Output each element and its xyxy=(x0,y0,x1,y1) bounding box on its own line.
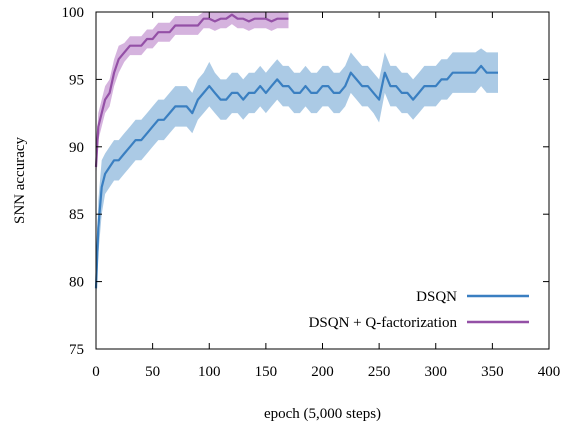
legend: DSQN DSQN + Q-factorization xyxy=(309,289,529,331)
x-tick-label: 100 xyxy=(198,364,221,380)
y-tick-label: 95 xyxy=(69,72,84,88)
x-tick-label: 150 xyxy=(255,364,278,380)
x-tick-label: 200 xyxy=(311,364,334,380)
x-tick-label: 300 xyxy=(425,364,448,380)
series-band-1 xyxy=(96,12,289,181)
y-tick-label: 100 xyxy=(62,5,85,21)
x-tick-label: 350 xyxy=(481,364,504,380)
x-tick-label: 0 xyxy=(92,364,100,380)
y-tick-label: 90 xyxy=(69,140,84,156)
y-tick-label: 75 xyxy=(69,342,84,358)
x-tick-label: 250 xyxy=(368,364,391,380)
series-line-0 xyxy=(94,64,498,289)
legend-label: DSQN + Q-factorization xyxy=(309,315,458,331)
series-line-1 xyxy=(94,13,289,168)
axis-ticks xyxy=(95,11,550,350)
series-band-0 xyxy=(96,48,498,302)
series-lines xyxy=(94,13,498,289)
y-tick-label: 80 xyxy=(69,275,84,291)
x-tick-label: 50 xyxy=(145,364,160,380)
legend-label: DSQN xyxy=(416,289,457,305)
y-tick-label: 85 xyxy=(69,207,84,223)
y-axis-title: SNN accuracy xyxy=(12,136,28,224)
axis-tick-labels: 0 50 100 150 200 250 300 350 400 75 80 85 90 95 100 xyxy=(62,5,561,380)
confidence-bands xyxy=(96,12,498,302)
x-axis-title: epoch (5,000 steps) xyxy=(264,406,381,422)
x-tick-label: 400 xyxy=(538,364,561,380)
